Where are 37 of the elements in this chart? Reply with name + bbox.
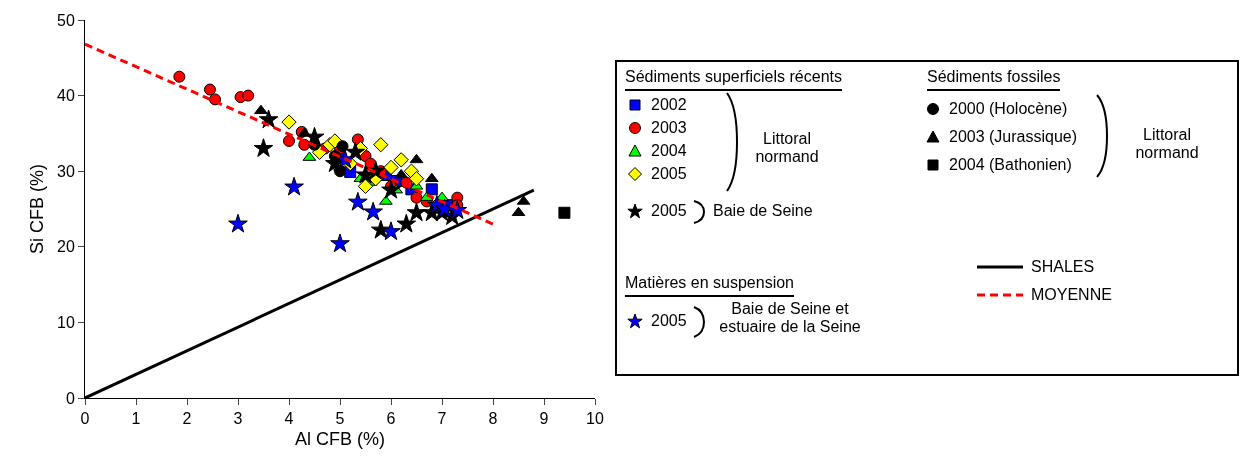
x-tick-label: 7 bbox=[437, 410, 447, 428]
legend-label: SHALES bbox=[1031, 258, 1095, 276]
legend-label: MOYENNE bbox=[1031, 286, 1112, 304]
text: Littoral normand bbox=[1134, 126, 1200, 162]
x-tick-label: 3 bbox=[233, 410, 243, 428]
legend-label: 2004 (Bathonien) bbox=[949, 156, 1072, 174]
x-tick-label: 4 bbox=[284, 410, 294, 428]
x-tick-label: 6 bbox=[386, 410, 396, 428]
x-tick-label: 0 bbox=[80, 410, 90, 428]
y-tick-label: 30 bbox=[57, 162, 75, 180]
text: Sédiments fossiles bbox=[927, 68, 1061, 91]
x-tick-label: 8 bbox=[488, 410, 498, 428]
legend-label: 2003 (Jurassique) bbox=[949, 128, 1078, 146]
y-tick-label: 20 bbox=[57, 238, 75, 256]
text: Sédiments superficiels récents bbox=[625, 68, 842, 91]
legend-label: 2004 bbox=[651, 142, 687, 160]
y-axis-title: Si CFB (%) bbox=[27, 164, 48, 254]
y-tick-label: 50 bbox=[57, 11, 75, 29]
legend-label: 2000 (Holocène) bbox=[949, 100, 1068, 118]
x-tick-label: 5 bbox=[335, 410, 345, 428]
x-tick-label: 9 bbox=[539, 410, 549, 428]
text: Baie de Seine bbox=[713, 202, 813, 220]
text: Littoral normand bbox=[754, 130, 820, 166]
legend-label: 2005 bbox=[651, 165, 687, 183]
x-tick-label: 10 bbox=[586, 410, 604, 428]
x-tick-label: 2 bbox=[182, 410, 192, 428]
y-tick-label: 40 bbox=[57, 87, 75, 105]
text: Baie de Seine et estuaire de la Seine bbox=[718, 300, 862, 336]
legend-label: 2003 bbox=[651, 119, 687, 137]
x-tick-label: 1 bbox=[131, 410, 141, 428]
y-tick-label: 0 bbox=[65, 389, 75, 407]
x-axis-title: Al CFB (%) bbox=[295, 429, 385, 450]
legend-label: 2005 bbox=[651, 312, 687, 330]
legend-label: 2005 bbox=[651, 202, 687, 220]
text: Matières en suspension bbox=[625, 274, 794, 297]
y-tick-label: 10 bbox=[57, 314, 75, 331]
legend-label: 2002 bbox=[651, 96, 687, 114]
